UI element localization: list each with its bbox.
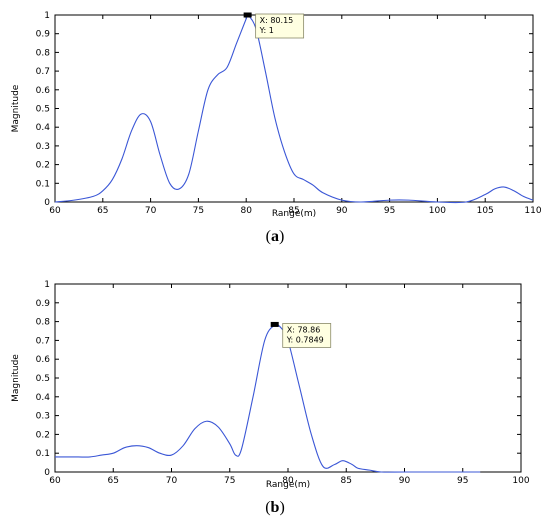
x-tick-label: 75 bbox=[193, 206, 204, 216]
y-tick-label: 0.8 bbox=[36, 48, 51, 58]
y-tick-label: 0.4 bbox=[36, 123, 51, 133]
x-axis-label: Range(m) bbox=[266, 480, 310, 490]
series-line-0 bbox=[55, 324, 481, 473]
x-tick-label: 75 bbox=[224, 476, 235, 486]
x-tick-label: 100 bbox=[512, 476, 529, 486]
x-tick-label: 60 bbox=[49, 476, 61, 486]
y-tick-label: 0.4 bbox=[36, 393, 51, 403]
x-tick-label: 110 bbox=[524, 206, 541, 216]
y-tick-label: 0.1 bbox=[36, 179, 50, 189]
x-tick-label: 90 bbox=[399, 476, 411, 486]
datatip-marker bbox=[243, 12, 252, 18]
datatip-line: Y: 1 bbox=[259, 26, 274, 35]
x-tick-label: 100 bbox=[429, 206, 446, 216]
x-tick-label: 80 bbox=[282, 476, 294, 486]
x-axis-label: Range(m) bbox=[272, 209, 316, 219]
x-tick-label: 105 bbox=[477, 206, 494, 216]
y-tick-label: 1 bbox=[44, 11, 50, 21]
y-tick-label: 0.7 bbox=[36, 67, 50, 77]
x-tick-label: 70 bbox=[166, 476, 178, 486]
series-line-0 bbox=[54, 13, 534, 204]
y-tick-label: 0.2 bbox=[36, 430, 50, 440]
datatip-line: X: 80.15 bbox=[260, 16, 294, 25]
y-tick-label: 0.8 bbox=[36, 318, 51, 328]
x-tick-label: 70 bbox=[145, 206, 157, 216]
datatip-line: X: 78.86 bbox=[287, 325, 321, 334]
y-tick-label: 0 bbox=[44, 468, 50, 478]
y-tick-label: 0.1 bbox=[36, 449, 50, 459]
y-tick-label: 0.2 bbox=[36, 161, 50, 171]
y-tick-label: 0.9 bbox=[36, 299, 51, 309]
y-tick-label: 0.6 bbox=[36, 355, 51, 365]
x-tick-label: 65 bbox=[108, 476, 119, 486]
y-axis-label: Magnitude bbox=[11, 84, 21, 132]
x-tick-label: 65 bbox=[97, 206, 108, 216]
x-tick-label: 60 bbox=[49, 206, 61, 216]
x-tick-label: 85 bbox=[288, 206, 299, 216]
x-tick-label: 95 bbox=[457, 476, 468, 486]
y-tick-label: 0.3 bbox=[36, 142, 50, 152]
chart-panel-b: 60 65 70 75 80 85 90 95 100 0 0.1 0.2 0.3 0.4 0.5 0.6 0.… bbox=[11, 280, 530, 516]
y-tick-label: 0 bbox=[44, 198, 50, 208]
y-tick-label: 0.9 bbox=[36, 30, 51, 40]
y-tick-label: 0.6 bbox=[36, 86, 51, 96]
x-tick-label: 95 bbox=[384, 206, 395, 216]
y-tick-label: 0.5 bbox=[36, 374, 50, 384]
datatip-marker bbox=[270, 321, 279, 327]
y-tick-label: 0.3 bbox=[36, 412, 50, 422]
datatip-box bbox=[255, 13, 305, 39]
datatip-box bbox=[282, 323, 332, 348]
datatip-line: Y: 0.7849 bbox=[286, 335, 324, 344]
chart-panel-a: 60 65 70 75 80 85 90 95 100 105 110 0 0.1 0.2 0.3 0.4 0.… bbox=[11, 11, 542, 245]
x-tick-label: 90 bbox=[336, 206, 348, 216]
x-tick-label: 80 bbox=[240, 206, 252, 216]
x-tick-label: 85 bbox=[341, 476, 352, 486]
y-axis-label: Magnitude bbox=[11, 354, 21, 402]
plot-frame bbox=[54, 283, 522, 473]
panel-label: (a) bbox=[266, 228, 285, 245]
panel-label: (b) bbox=[265, 499, 285, 516]
y-tick-label: 0.7 bbox=[36, 336, 50, 346]
y-tick-label: 1 bbox=[44, 280, 50, 290]
y-tick-label: 0.5 bbox=[36, 105, 50, 115]
